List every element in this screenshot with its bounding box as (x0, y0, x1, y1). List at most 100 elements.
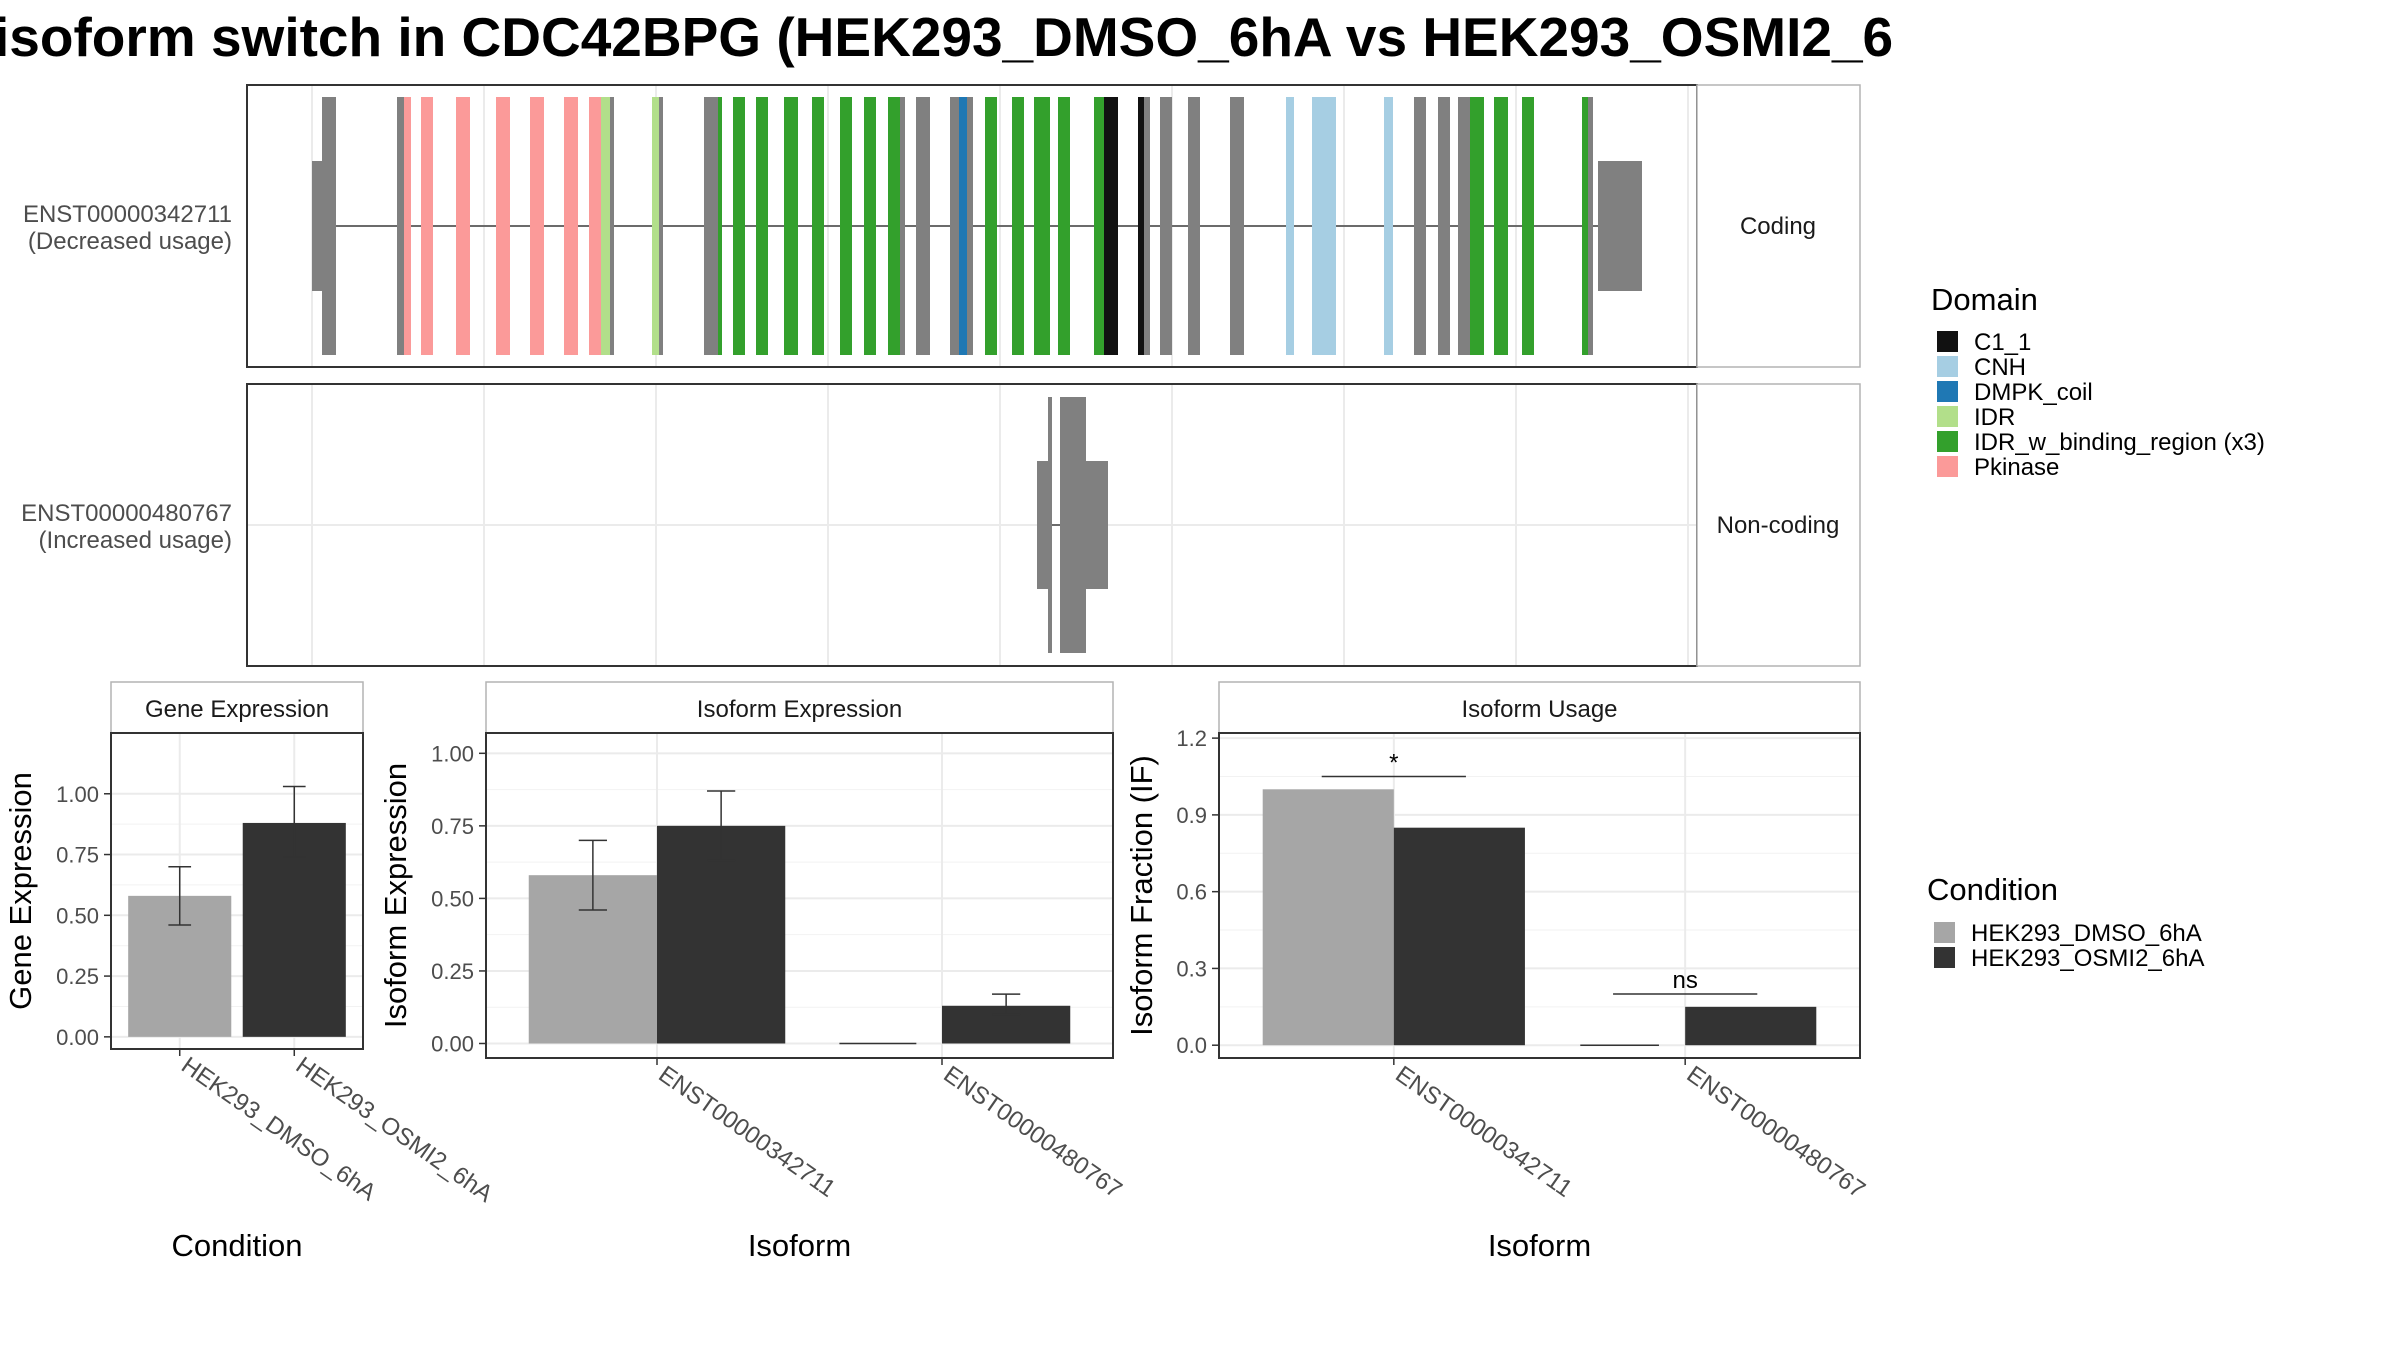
x-tick-label: ENST00000480767 (1682, 1061, 1870, 1204)
facet-strip-label: Gene Expression (145, 696, 329, 723)
x-tick-label: ENST00000342711 (654, 1061, 841, 1203)
exon-block (1438, 97, 1450, 355)
exon-block (888, 97, 900, 355)
exon-block (421, 97, 433, 355)
x-axis-title: Condition (172, 1228, 303, 1263)
isoform-expression-chart: Isoform Expression 0.00 0.25 0.50 0.75 1.00 EN… (378, 681, 1127, 1263)
exon-block (1522, 97, 1534, 355)
exon-block (959, 97, 967, 355)
exon-block (1312, 97, 1336, 355)
exon-block (1160, 97, 1172, 355)
condition-legend-label: HEK293_DMSO_6hA (1971, 920, 2202, 947)
strip-label-coding: Coding (1740, 213, 1816, 240)
exon-block (840, 97, 852, 355)
facet-strip (110, 681, 364, 734)
y-tick-label: 0.00 (56, 1025, 99, 1050)
exon-block (1582, 97, 1588, 355)
bar (1393, 827, 1525, 1046)
exon-block (1414, 97, 1426, 355)
domain-legend-label: Pkinase (1974, 454, 2059, 481)
domain-legend-swatch (1937, 381, 1958, 402)
exon-block (756, 97, 768, 355)
exon-block (900, 97, 905, 355)
exon-block (1230, 97, 1244, 355)
y-axis-title: Isoform Fraction (IF) (1124, 755, 1159, 1036)
y-tick-label: 0.75 (56, 843, 99, 868)
exon-block (659, 97, 663, 355)
exon-block (1458, 97, 1470, 355)
panel-border (110, 732, 364, 1050)
x-tick-label: HEK293_DMSO_6hA (176, 1052, 381, 1206)
isoform-id-noncoding: ENST00000480767 (21, 500, 232, 527)
x-axis-title: Isoform (1488, 1228, 1591, 1263)
domain-legend-label: IDR (1974, 404, 2015, 431)
facet-strip-label: Isoform Expression (697, 696, 902, 723)
exon-block (530, 97, 544, 355)
y-tick-label: 0.50 (56, 903, 99, 928)
structure-panel-coding: Coding ENST00000342711 (Decreased usage) (23, 84, 1861, 368)
exon-block (1588, 97, 1593, 355)
isoform-id-coding: ENST00000342711 (23, 201, 232, 228)
exon-block (985, 97, 997, 355)
facet-strip-label: Isoform Usage (1461, 696, 1617, 723)
isoform-usage-chart: Isoform Usage * ns 0.0 0.3 0.6 0.9 1.2 ENST00000… (1124, 681, 1870, 1263)
domain-legend-label: C1_1 (1974, 329, 2031, 356)
exon-block (1094, 97, 1104, 355)
y-tick-label: 0.25 (56, 964, 99, 989)
figure-title: isoform switch in CDC42BPG (HEK293_DMSO_… (0, 6, 1893, 68)
domain-legend-label: CNH (1974, 354, 2026, 381)
panel-border (485, 732, 1114, 1059)
domain-legend-label: DMPK_coil (1974, 379, 2093, 406)
exon-block (496, 97, 510, 355)
condition-legend-label: HEK293_OSMI2_6hA (1971, 945, 2204, 972)
exon-block (1104, 97, 1118, 355)
x-tick-label: ENST00000342711 (1390, 1061, 1577, 1203)
strip-coding (1696, 84, 1861, 368)
domain-legend-swatch (1937, 331, 1958, 352)
utr-block (312, 161, 322, 291)
exon-block (1034, 97, 1050, 355)
exon-block (1470, 97, 1484, 355)
x-tick-label: ENST00000480767 (939, 1061, 1127, 1204)
y-tick-label: 0.9 (1176, 803, 1207, 828)
exon-block (812, 97, 824, 355)
exon-block (456, 97, 470, 355)
exon-block (950, 97, 959, 355)
exon-block (1286, 97, 1294, 355)
exon-block (589, 97, 601, 355)
exon-block (652, 97, 659, 355)
facet-strip (1218, 681, 1861, 734)
domain-legend: Domain C1_1CNHDMPK_coilIDRIDR_w_binding_… (1931, 282, 2265, 481)
y-tick-label: 0.75 (431, 814, 474, 839)
x-axis-title: Isoform (748, 1228, 851, 1263)
y-tick-label: 1.00 (431, 741, 474, 766)
y-tick-label: 0.6 (1176, 880, 1207, 905)
y-tick-label: 0.3 (1176, 956, 1207, 981)
y-tick-label: 1.00 (56, 782, 99, 807)
panel-border (1218, 732, 1861, 1059)
significance-label: * (1389, 750, 1398, 777)
domain-legend-title: Domain (1931, 282, 2038, 317)
y-tick-label: 1.2 (1176, 726, 1207, 751)
domain-legend-swatch (1937, 406, 1958, 427)
strip-label-noncoding: Non-coding (1717, 512, 1840, 539)
exon-block (1188, 97, 1200, 355)
exon-blocks (312, 97, 1642, 355)
exon-block (1144, 97, 1150, 355)
y-tick-label: 0.00 (431, 1031, 474, 1056)
gene-expression-chart: Gene Expression 0.00 0.25 0.50 0.75 1.00 HEK29… (3, 681, 498, 1263)
structure-grid (247, 384, 1697, 666)
domain-legend-swatch (1937, 431, 1958, 452)
exon-block (601, 97, 610, 355)
domain-legend-swatch (1937, 456, 1958, 477)
exon-block (784, 97, 798, 355)
significance-label: ns (1673, 967, 1698, 994)
exon-block (864, 97, 876, 355)
utr-block (1598, 161, 1642, 291)
bar (657, 825, 786, 1044)
bar (242, 822, 346, 1037)
exon-block (397, 97, 404, 355)
exon-block (1384, 97, 1393, 355)
exon-block (704, 97, 718, 355)
